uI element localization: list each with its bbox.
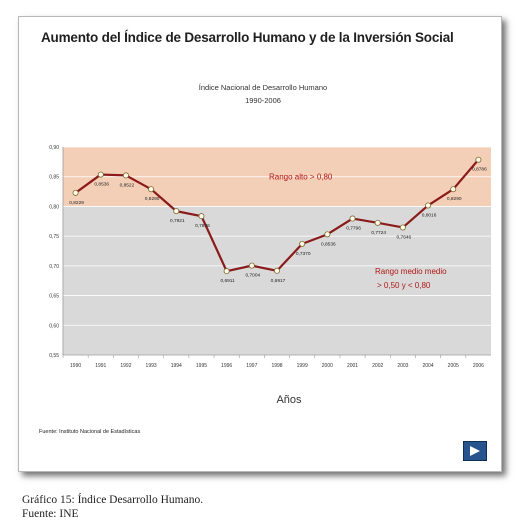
data-point xyxy=(324,231,331,238)
x-tick-label: 1998 xyxy=(271,363,282,369)
data-point xyxy=(72,189,79,196)
x-tick-label: 2000 xyxy=(322,363,333,369)
x-tick-label: 1996 xyxy=(221,363,232,369)
chart-title: Índice Nacional de Desarrollo Humano xyxy=(199,83,327,92)
data-point xyxy=(248,262,255,269)
y-tick-label: 0,65 xyxy=(49,294,59,300)
x-tick-label: 1995 xyxy=(196,363,207,369)
x-tick-label: 1993 xyxy=(146,363,157,369)
source-note: Fuente: Instituto Nacional de Estadístic… xyxy=(39,429,141,435)
y-tick-label: 0,80 xyxy=(49,204,59,210)
caption-line-2: Fuente: INE xyxy=(22,508,79,520)
chart-subtitle: 1990-2006 xyxy=(245,96,281,105)
y-tick-label: 0,60 xyxy=(49,323,59,329)
x-tick-label: 1990 xyxy=(70,363,81,369)
band-medium-label: Rango medio medio xyxy=(375,267,447,276)
data-label: 0,8290 xyxy=(447,196,462,202)
data-label: 0,7646 xyxy=(397,234,412,240)
band-medium-range: > 0,50 y < 0,80 xyxy=(377,281,431,290)
page-title: Aumento del Índice de Desarrollo Humano … xyxy=(41,30,454,45)
data-label: 0,8786 xyxy=(472,167,487,173)
caption-line-1: Gráfico 15: Índice Desarrollo Humano. xyxy=(22,494,204,506)
data-point xyxy=(475,156,482,163)
y-tick-label: 0,70 xyxy=(49,264,59,270)
data-point xyxy=(148,186,155,193)
x-tick-label: 1991 xyxy=(95,363,106,369)
x-tick-label: 2002 xyxy=(372,363,383,369)
data-label: 0,8016 xyxy=(422,212,437,218)
x-tick-label: 2005 xyxy=(448,363,459,369)
data-label: 0,7724 xyxy=(371,230,386,236)
figure-caption: Gráfico 15: Índice Desarrollo Humano. Fu… xyxy=(22,493,203,521)
y-tick-label: 0,90 xyxy=(49,145,59,151)
y-tick-label: 0,85 xyxy=(49,175,59,181)
y-tick-label: 0,75 xyxy=(49,234,59,240)
data-label: 0,8536 xyxy=(321,241,336,247)
chart-frame: Aumento del Índice de Desarrollo Humano … xyxy=(18,16,502,472)
data-point xyxy=(425,202,432,209)
data-label: 0,7370 xyxy=(296,251,311,257)
data-point xyxy=(223,268,230,275)
data-point xyxy=(122,172,129,179)
data-point xyxy=(198,213,205,220)
play-arrow-icon xyxy=(470,446,480,456)
data-label: 0,7836 xyxy=(195,223,210,229)
data-point xyxy=(273,267,280,274)
x-axis-label: Años xyxy=(276,394,302,406)
data-label: 0,6917 xyxy=(271,278,286,284)
band-high-label: Rango alto > 0,80 xyxy=(269,173,333,182)
data-label: 0,8229 xyxy=(69,200,84,206)
y-tick-label: 0,55 xyxy=(49,353,59,359)
band-medium xyxy=(63,206,491,355)
x-tick-label: 1997 xyxy=(246,363,257,369)
x-tick-label: 1994 xyxy=(171,363,182,369)
data-point xyxy=(97,171,104,178)
data-label: 0,7004 xyxy=(245,273,260,279)
x-tick-label: 2006 xyxy=(473,363,484,369)
data-point xyxy=(450,186,457,193)
data-point xyxy=(299,240,306,247)
next-button[interactable] xyxy=(463,441,487,461)
data-point xyxy=(399,224,406,231)
data-point xyxy=(374,219,381,226)
data-label: 0,7796 xyxy=(346,226,361,232)
data-label: 0,7921 xyxy=(170,218,185,224)
x-tick-label: 2001 xyxy=(347,363,358,369)
x-tick-label: 1992 xyxy=(120,363,131,369)
data-label: 0,8290 xyxy=(145,196,160,202)
data-label: 0,8536 xyxy=(94,182,109,188)
x-tick-label: 2004 xyxy=(422,363,433,369)
data-point xyxy=(349,215,356,222)
data-point xyxy=(173,208,180,215)
data-label: 0,6911 xyxy=(220,278,235,284)
line-chart: Índice Nacional de Desarrollo Humano 1990… xyxy=(49,83,491,406)
data-label: 0,8522 xyxy=(120,182,135,188)
x-tick-label: 2003 xyxy=(397,363,408,369)
x-tick-label: 1999 xyxy=(297,363,308,369)
